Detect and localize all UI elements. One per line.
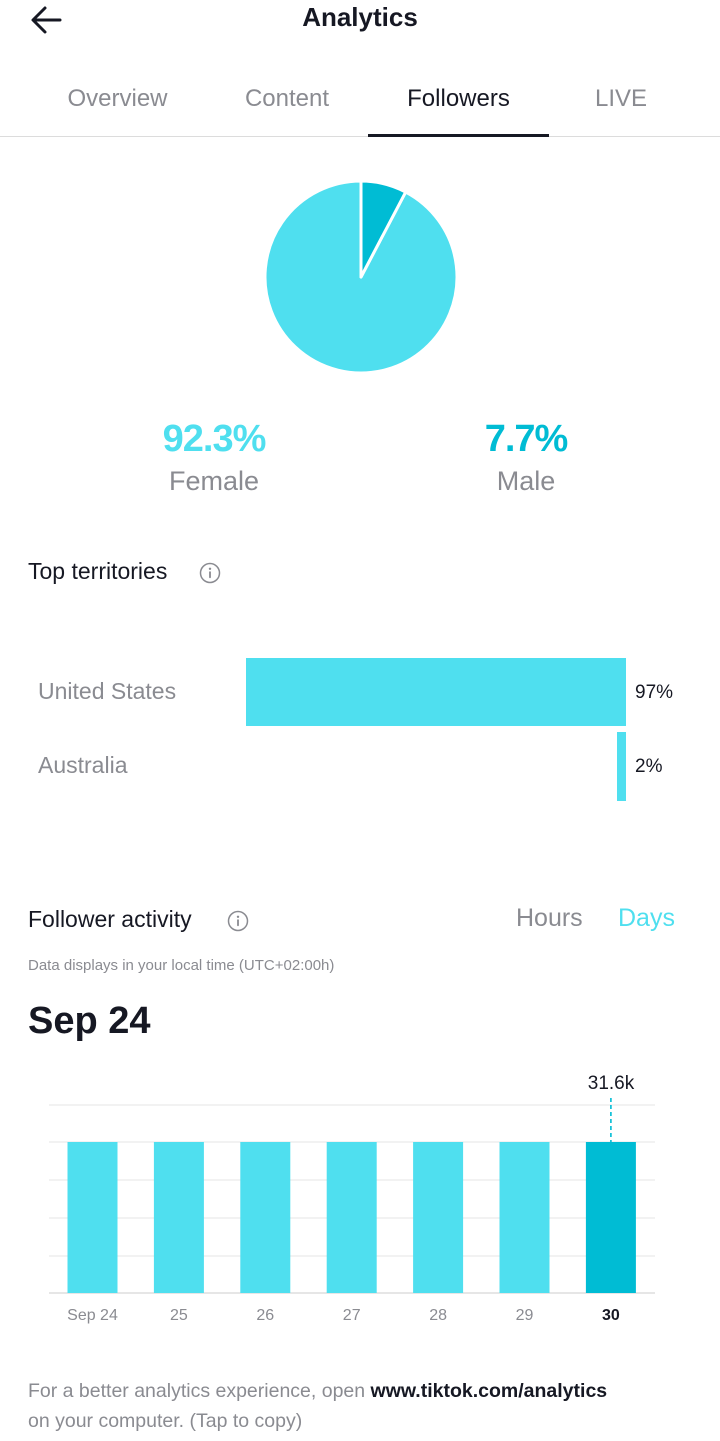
pie-slice-male [359,179,408,279]
x-tick-label: 27 [343,1307,361,1324]
active-tab-indicator [368,134,549,137]
selected-date: Sep 24 [28,1000,151,1042]
analytics-link[interactable]: www.tiktok.com/analytics [370,1380,608,1402]
follower-activity-title: Follower activity [28,906,192,932]
info-icon[interactable] [227,910,249,932]
pie-slice-female [263,179,459,375]
tab-overview[interactable]: Overview [67,85,168,112]
footer-note[interactable]: For a better analytics experience, open … [28,1376,698,1436]
follower-activity-chart: Sep 24 25 26 27 28 29 30 31.6k [49,1073,655,1324]
female-percentage: 92.3% [162,418,267,460]
x-tick-label: 28 [429,1307,447,1324]
activity-bar[interactable] [585,1142,636,1293]
territory-name: Australia [38,752,128,778]
tab-followers[interactable]: Followers [407,85,510,112]
male-label: Male [496,466,556,496]
activity-bar[interactable] [67,1142,118,1293]
territory-bar [245,658,626,726]
days-toggle[interactable]: Days [618,904,675,932]
x-tick-label: 29 [516,1307,534,1324]
hours-toggle[interactable]: Hours [516,904,583,932]
activity-bar[interactable] [413,1142,464,1293]
activity-bar[interactable] [326,1142,377,1293]
selected-value-label: 31.6k [588,1073,635,1094]
activity-bar[interactable] [153,1142,204,1293]
territory-percentage: 97% [635,682,674,703]
page-title: Analytics [302,2,418,32]
tab-bar: Overview Content Followers LIVE [0,70,720,137]
gender-pie-chart [263,179,459,375]
back-button[interactable] [26,0,70,40]
x-tick-label: 25 [170,1307,188,1324]
x-tick-label: 30 [602,1307,620,1324]
x-tick-label: Sep 24 [67,1307,118,1324]
timezone-note: Data displays in your local time (UTC+02… [28,957,335,974]
activity-bar[interactable] [240,1142,291,1293]
activity-bar[interactable] [499,1142,550,1293]
female-label: Female [168,466,260,496]
territory-name: United States [38,678,177,704]
male-percentage: 7.7% [484,418,569,460]
territory-percentage: 2% [635,756,663,777]
territory-bar [617,732,626,801]
footer-text-end: on your computer. (Tap to copy) [28,1410,303,1432]
footer-text: For a better analytics experience, open [28,1380,371,1402]
info-icon[interactable] [199,562,221,584]
x-tick-label: 26 [256,1307,274,1324]
tab-content[interactable]: Content [244,85,330,112]
tab-live[interactable]: LIVE [594,85,648,112]
arrow-left-icon [31,6,62,34]
top-territories-title: Top territories [28,558,168,584]
